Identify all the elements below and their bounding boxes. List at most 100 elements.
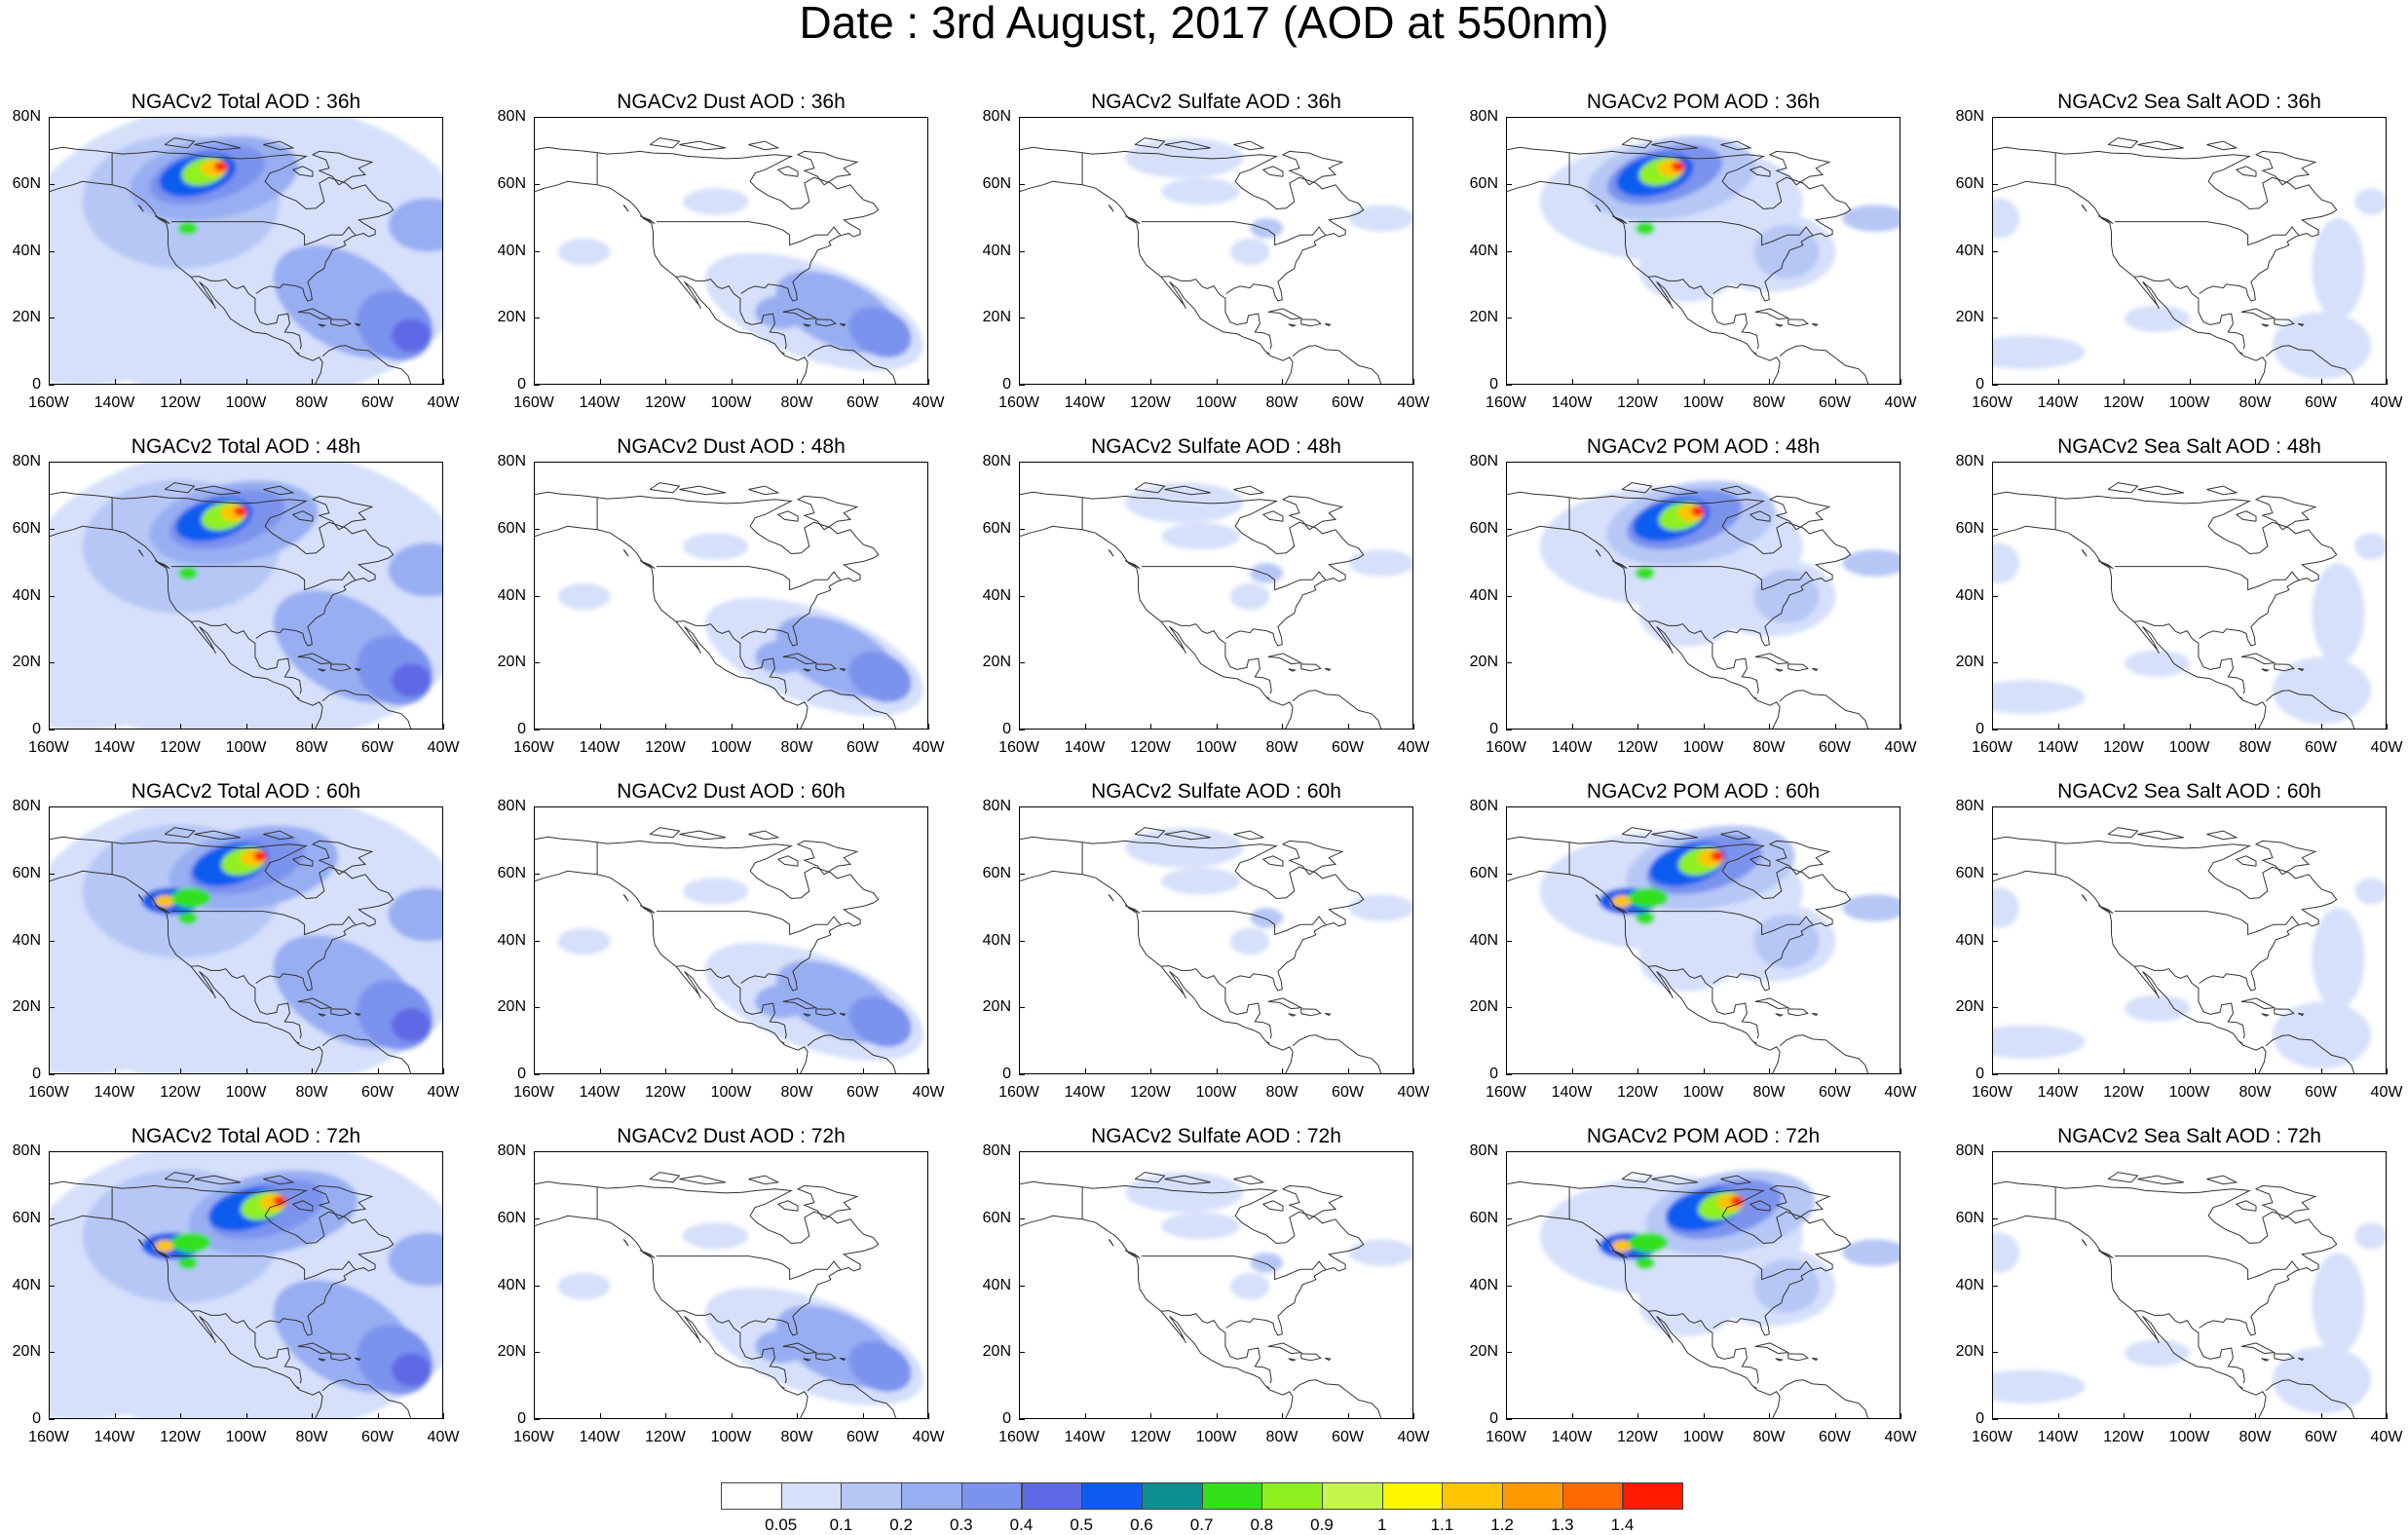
coastline	[1720, 485, 1752, 496]
coastline	[1020, 1180, 1365, 1336]
y-tick-label: 20N	[982, 654, 1011, 671]
x-tick-mark	[1900, 1413, 1901, 1419]
map-panel-seasalt-60h	[1992, 806, 2387, 1074]
coastline	[1775, 323, 1785, 327]
aod-contour-blob	[1993, 1232, 2019, 1273]
coastline	[2274, 1008, 2295, 1017]
y-tick-mark	[1019, 385, 1025, 386]
y-tick-mark	[49, 595, 55, 597]
aod-contour-blob	[1250, 563, 1283, 583]
coastline	[748, 140, 780, 151]
colorbar-swatch	[1561, 1482, 1624, 1510]
aod-contour-blob	[392, 1008, 432, 1042]
y-tick-label: 60N	[12, 519, 41, 537]
y-tick-label: 80N	[497, 798, 526, 814]
aod-field-map	[1020, 482, 1412, 729]
colorbar-swatch	[1381, 1482, 1444, 1510]
x-tick-label: 120W	[160, 739, 201, 756]
coastline	[1141, 1255, 1327, 1281]
x-tick-mark	[1084, 724, 1086, 730]
coastline	[1712, 644, 1759, 694]
aod-contour-blob	[2272, 1346, 2372, 1414]
y-tick-label: 60N	[982, 864, 1011, 881]
y-tick-mark	[1019, 1285, 1025, 1287]
x-tick-label: 120W	[1130, 1429, 1171, 1445]
coastline	[1993, 525, 2267, 729]
y-tick-label: 0	[517, 1066, 526, 1082]
y-tick-label: 0	[32, 1066, 41, 1082]
x-tick-label: 40W	[2370, 739, 2403, 756]
x-tick-mark	[797, 379, 798, 385]
aod-field-map	[1507, 1170, 1900, 1418]
y-tick-label: 20N	[497, 309, 526, 326]
x-tick-label: 100W	[1682, 1084, 1724, 1101]
y-tick-label: 0	[1002, 721, 1011, 737]
coastline	[1720, 830, 1752, 841]
y-tick-mark	[534, 528, 540, 530]
y-tick-label: 40N	[497, 242, 526, 259]
coastline	[164, 1172, 196, 1183]
aod-contour-blob	[392, 1353, 432, 1387]
coastline	[2134, 965, 2200, 990]
aod-contour-blob	[388, 198, 442, 252]
y-tick-label: 80N	[1469, 1142, 1498, 1159]
x-tick-mark	[665, 724, 666, 730]
coastline	[137, 894, 144, 902]
x-tick-label: 40W	[1884, 394, 1917, 411]
x-tick-mark	[797, 1413, 798, 1419]
colorbar-swatch	[960, 1482, 1023, 1510]
coastline	[1108, 894, 1114, 902]
y-tick-label: 60N	[1469, 519, 1498, 537]
y-tick-label: 20N	[1955, 654, 1984, 671]
coastline	[748, 830, 780, 841]
coastline	[2206, 1175, 2239, 1185]
x-tick-label: 160W	[998, 1429, 1039, 1445]
figure-title: Date : 3rd August, 2017 (AOD at 550nm)	[799, 0, 1609, 48]
x-tick-mark	[114, 379, 116, 385]
y-tick-label: 80N	[1955, 453, 1984, 469]
x-tick-mark	[862, 379, 864, 385]
x-tick-label: 40W	[427, 739, 460, 756]
y-tick-label: 40N	[12, 1276, 41, 1293]
aod-field-map	[1993, 1172, 2386, 1418]
coastline	[50, 870, 323, 1073]
x-tick-label: 120W	[1617, 394, 1658, 411]
coastline	[535, 1215, 809, 1418]
coastline	[1595, 1239, 1601, 1247]
y-tick-mark	[534, 1074, 540, 1075]
aod-contour-blob	[388, 543, 442, 597]
x-tick-label: 140W	[94, 1429, 135, 1445]
x-tick-mark	[731, 724, 733, 730]
x-tick-mark	[1019, 1068, 1020, 1074]
y-tick-mark	[49, 183, 55, 185]
coastline	[2097, 1250, 2114, 1259]
x-tick-label: 120W	[645, 739, 686, 756]
aod-contour-blob	[557, 582, 611, 611]
x-tick-mark	[1084, 1413, 1086, 1419]
y-tick-label: 60N	[1469, 174, 1498, 192]
x-tick-label: 100W	[710, 1084, 752, 1101]
coastline	[1267, 997, 1303, 1010]
coastline	[1749, 1200, 1771, 1212]
y-tick-label: 20N	[497, 998, 526, 1016]
y-tick-mark	[1506, 250, 1512, 252]
x-tick-label: 160W	[28, 394, 69, 411]
coastline	[1020, 180, 1294, 384]
coastline	[807, 345, 897, 384]
y-tick-mark	[49, 662, 55, 664]
aod-contour-blob	[2354, 533, 2386, 560]
y-tick-mark	[1506, 595, 1512, 597]
coastline	[1787, 318, 1809, 327]
colorbar-swatch	[1322, 1482, 1383, 1510]
coastline	[622, 549, 629, 557]
y-tick-label: 20N	[1955, 998, 1984, 1016]
x-tick-mark	[1992, 724, 1993, 730]
y-tick-label: 60N	[982, 174, 1011, 192]
coastline	[1261, 166, 1284, 177]
x-tick-mark	[2387, 379, 2388, 385]
coastline	[2235, 166, 2257, 177]
coastline	[1261, 1200, 1284, 1212]
aod-contour-blob	[1638, 580, 1738, 648]
coastline	[776, 166, 799, 177]
x-tick-mark	[928, 724, 929, 730]
